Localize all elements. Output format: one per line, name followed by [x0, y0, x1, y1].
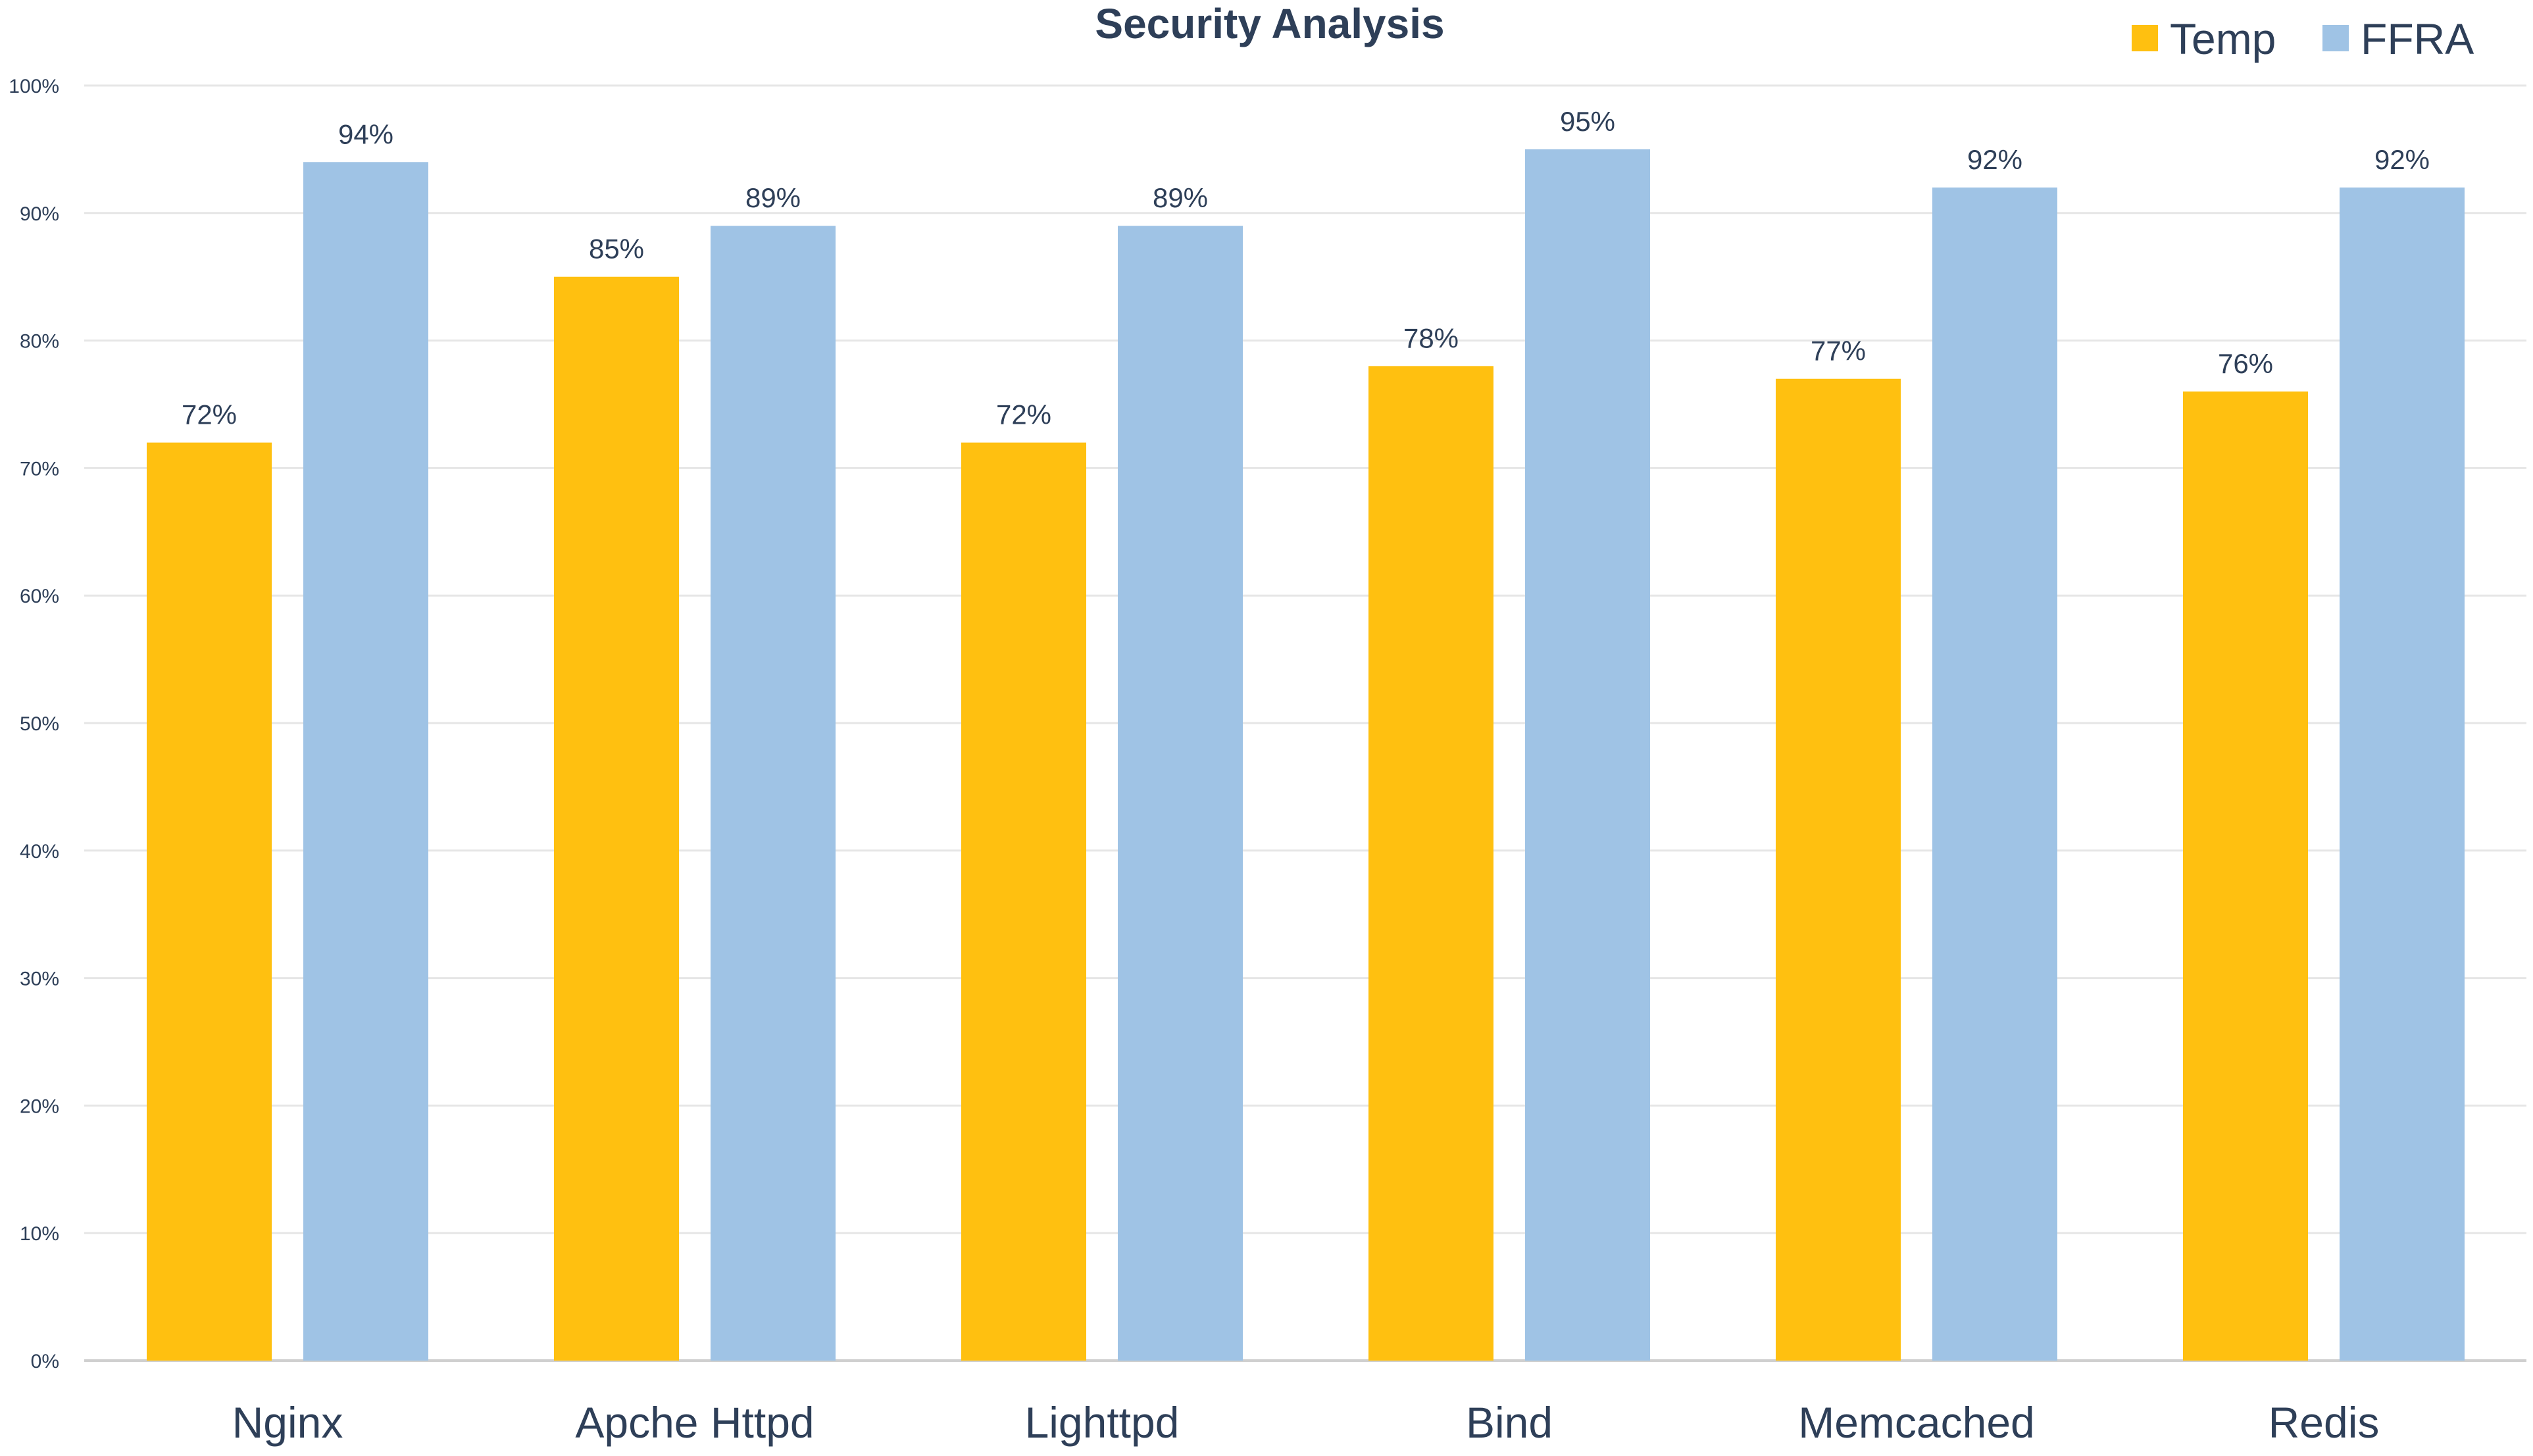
bar-temp-apche-httpd [554, 276, 679, 1361]
x-tick-label: Bind [1466, 1398, 1553, 1447]
legend-label-temp: Temp [2170, 14, 2276, 63]
legend-swatch-ffra [2322, 25, 2349, 51]
data-label: 85% [589, 234, 644, 264]
bar-ffra-memcached [1932, 188, 2057, 1361]
bar-ffra-apche-httpd [711, 226, 836, 1361]
data-labels: 72% 94% 85% 89% 72% 89% 78% 95% 77% 92% 76% 92% [182, 106, 2430, 430]
x-tick-label: Memcached [1798, 1398, 2035, 1447]
y-tick-label: 70% [20, 458, 59, 480]
y-tick-label: 10% [20, 1223, 59, 1245]
bars [147, 149, 2465, 1361]
legend: Temp FFRA [2132, 14, 2474, 63]
bar-ffra-nginx [303, 162, 428, 1361]
data-label: 72% [996, 399, 1051, 430]
y-tick-label: 40% [20, 841, 59, 863]
x-tick-label: Redis [2269, 1398, 2380, 1447]
bar-ffra-redis [2340, 188, 2465, 1361]
data-label: 89% [1153, 182, 1208, 213]
y-tick-label: 50% [20, 713, 59, 735]
y-tick-label: 100% [9, 76, 59, 97]
bar-temp-memcached [1776, 378, 1901, 1361]
grid-lines [84, 84, 2526, 1362]
x-axis: Nginx Apche Httpd Lighttpd Bind Memcached Red… [232, 1398, 2380, 1447]
data-label: 76% [2218, 348, 2273, 379]
x-tick-label: Lighttpd [1025, 1398, 1180, 1447]
legend-label-ffra: FFRA [2361, 14, 2474, 63]
legend-swatch-temp [2132, 25, 2158, 51]
bar-ffra-bind [1525, 149, 1650, 1361]
bar-ffra-lighttpd [1118, 226, 1243, 1361]
y-tick-label: 0% [31, 1351, 59, 1372]
data-label: 72% [182, 399, 237, 430]
x-tick-label: Nginx [232, 1398, 343, 1447]
y-tick-label: 90% [20, 203, 59, 225]
data-label: 92% [1967, 144, 2022, 175]
x-tick-label: Apche Httpd [575, 1398, 814, 1447]
y-tick-label: 20% [20, 1095, 59, 1117]
bar-temp-nginx [147, 442, 272, 1361]
data-label: 78% [1403, 322, 1459, 353]
bar-temp-lighttpd [961, 442, 1086, 1361]
y-tick-label: 60% [20, 586, 59, 607]
bar-temp-redis [2183, 391, 2308, 1361]
y-tick-label: 80% [20, 331, 59, 353]
data-label: 95% [1560, 106, 1615, 137]
data-label: 94% [338, 118, 393, 149]
chart-title: Security Analysis [1095, 0, 1444, 47]
y-tick-label: 30% [20, 968, 59, 990]
data-label: 89% [745, 182, 801, 213]
y-axis: 0% 10% 20% 30% 40% 50% 60% 70% 80% 90% 100% [9, 76, 59, 1372]
data-label: 77% [1811, 336, 1866, 366]
data-label: 92% [2374, 144, 2430, 175]
bar-temp-bind [1368, 366, 1493, 1361]
